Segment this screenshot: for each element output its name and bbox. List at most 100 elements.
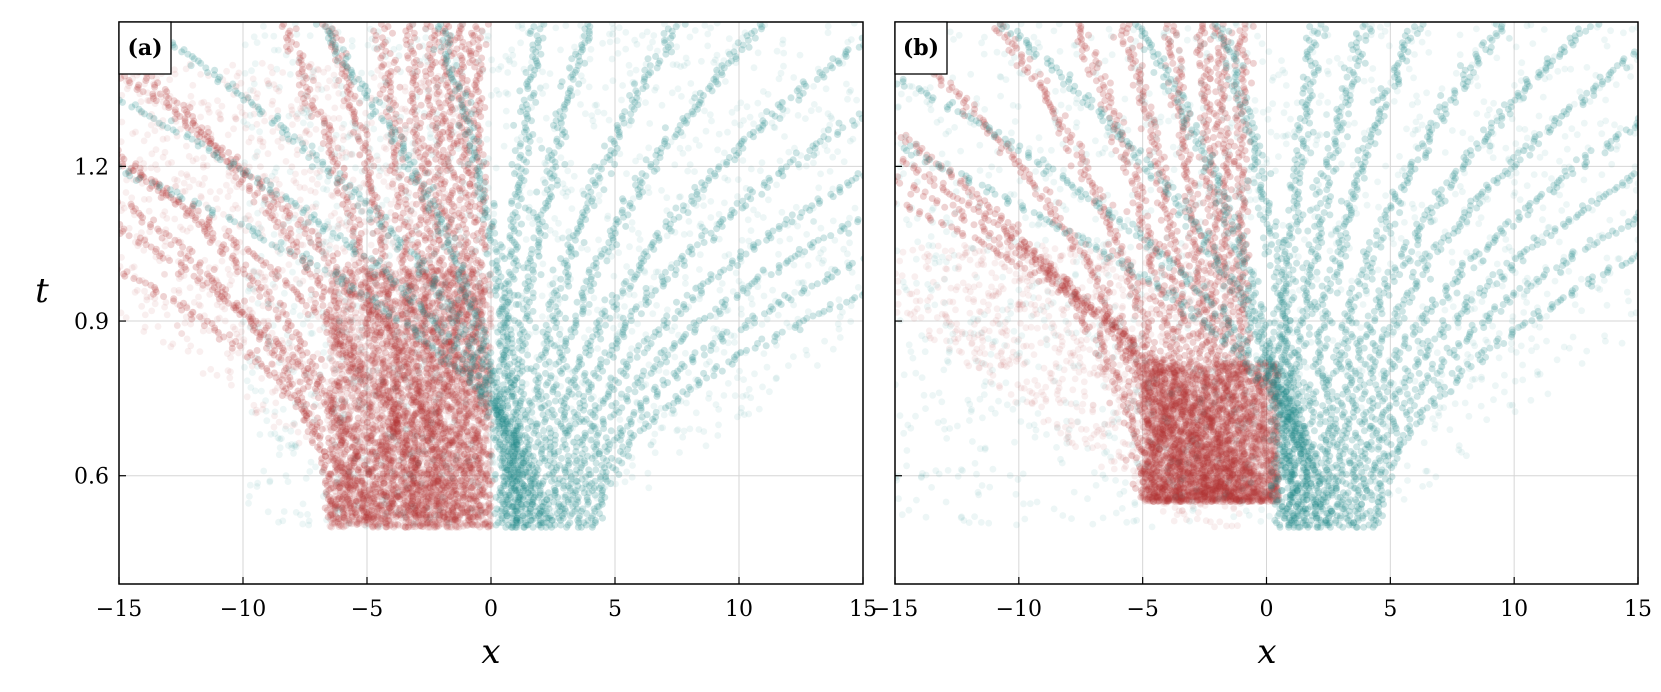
- data-point: [379, 356, 387, 363]
- data-point: [305, 410, 313, 418]
- data-point: [374, 513, 382, 521]
- data-point: [91, 23, 98, 30]
- data-point: [232, 201, 239, 209]
- data-point: [183, 142, 190, 150]
- data-point: [370, 74, 378, 81]
- panel-a: −15 −10 −5 0 5 10 15 0.60.91.2 (a) x t: [35, 21, 877, 672]
- data-point: [424, 523, 432, 531]
- data-point: [455, 96, 462, 103]
- data-point: [189, 157, 197, 165]
- data-point: [235, 333, 243, 341]
- data-point: [201, 256, 209, 264]
- data-point: [345, 469, 353, 477]
- data-point: [399, 422, 407, 429]
- data-point: [426, 521, 433, 529]
- data-point: [119, 138, 125, 146]
- data-point: [141, 287, 148, 295]
- data-point: [314, 180, 321, 188]
- data-point: [119, 221, 124, 228]
- data-point: [163, 311, 171, 319]
- data-point: [207, 365, 215, 373]
- data-point: [304, 62, 312, 70]
- data-point: [194, 279, 202, 287]
- data-point: [160, 293, 168, 300]
- data-point: [417, 79, 424, 87]
- data-point: [321, 362, 329, 370]
- data-point: [259, 273, 266, 281]
- data-point: [365, 188, 372, 196]
- data-point: [147, 293, 155, 301]
- data-point: [235, 69, 243, 77]
- data-point: [422, 520, 429, 528]
- data-point: [351, 384, 359, 392]
- data-point: [303, 127, 311, 134]
- data-point: [353, 518, 361, 526]
- data-point: [226, 331, 234, 339]
- data-point: [370, 494, 378, 502]
- data-point: [259, 173, 267, 181]
- data-point: [189, 81, 197, 89]
- data-point: [290, 363, 298, 370]
- data-point: [354, 414, 362, 422]
- data-point: [385, 183, 392, 190]
- data-point: [268, 101, 276, 108]
- data-point: [346, 150, 354, 158]
- data-point: [403, 410, 411, 417]
- data-point: [476, 523, 484, 531]
- data-point: [187, 342, 195, 350]
- data-point: [171, 66, 178, 74]
- data-point: [381, 377, 389, 384]
- data-point: [286, 27, 294, 35]
- data-point: [183, 171, 191, 179]
- data-point: [140, 196, 148, 203]
- data-point: [367, 241, 375, 249]
- data-point: [173, 132, 181, 140]
- data-point: [323, 286, 331, 294]
- data-point: [278, 337, 286, 344]
- data-point: [458, 494, 465, 501]
- data-point: [252, 409, 260, 417]
- data-point: [297, 241, 305, 249]
- data-point: [190, 272, 198, 280]
- data-point: [197, 128, 205, 136]
- data-point: [218, 257, 226, 265]
- data-point: [233, 72, 241, 80]
- data-point: [196, 313, 204, 321]
- data-point: [216, 111, 224, 118]
- data-point: [224, 193, 232, 201]
- data-point: [261, 117, 268, 125]
- data-point: [359, 372, 366, 379]
- data-point: [412, 137, 419, 144]
- data-point: [433, 289, 440, 297]
- data-point: [398, 294, 405, 302]
- data-point: [171, 70, 179, 78]
- data-point: [361, 199, 369, 207]
- data-point: [190, 299, 198, 306]
- data-point: [428, 357, 435, 365]
- data-point: [170, 295, 178, 303]
- data-point: [352, 292, 359, 299]
- data-point: [348, 475, 356, 483]
- data-point: [389, 180, 397, 188]
- data-point: [451, 508, 458, 516]
- data-point: [203, 162, 211, 170]
- data-point: [270, 369, 278, 377]
- data-point: [184, 173, 191, 181]
- data-point: [186, 61, 194, 68]
- data-point: [443, 122, 451, 130]
- data-point: [391, 212, 399, 219]
- data-point: [327, 212, 335, 220]
- data-point: [199, 370, 207, 377]
- data-point: [459, 138, 467, 145]
- data-point: [427, 236, 434, 244]
- data-point: [348, 464, 356, 471]
- data-point: [405, 444, 413, 452]
- data-point: [367, 342, 375, 350]
- data-point: [254, 90, 261, 98]
- data-point: [373, 344, 381, 352]
- data-point: [487, 314, 495, 322]
- data-point: [232, 270, 240, 278]
- data-point: [138, 229, 145, 237]
- data-point: [457, 466, 465, 474]
- data-point: [346, 444, 354, 452]
